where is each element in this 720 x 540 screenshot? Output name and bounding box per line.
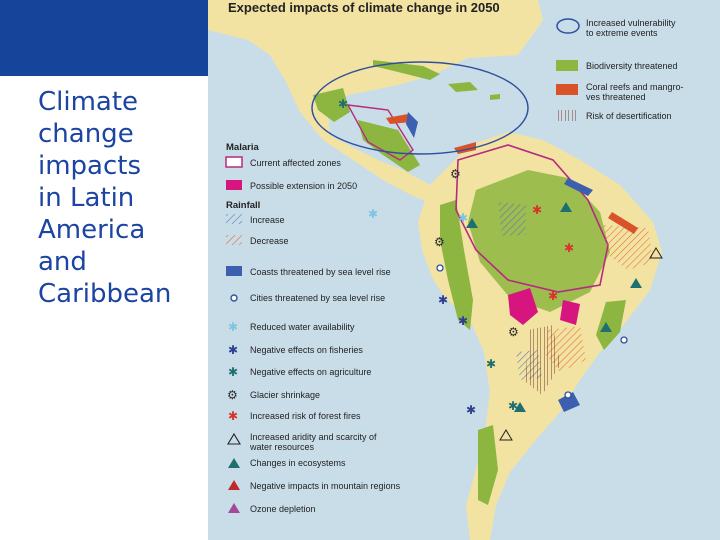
desertification-zone bbox=[526, 325, 560, 395]
coast-threat-zone-3 bbox=[406, 112, 418, 138]
climate-impact-map: ✱ ✱ ✱ ✱ ✱ ✱ ✱ ✱ ✱ ✱ ✱ ⚙ ⚙ ⚙ bbox=[208, 0, 720, 540]
legend-rainfall-increase-label: Increase bbox=[250, 215, 285, 225]
svg-text:⚙: ⚙ bbox=[508, 325, 519, 339]
svg-text:✱: ✱ bbox=[486, 357, 496, 371]
atlantic-forest-zone bbox=[596, 300, 626, 350]
mountain-icon bbox=[228, 480, 240, 490]
svg-text:⚙: ⚙ bbox=[450, 167, 461, 181]
water-availability-markers: ✱ ✱ bbox=[368, 207, 468, 225]
malaria-possible-swatch bbox=[226, 180, 242, 190]
aridity-icon bbox=[227, 432, 241, 445]
ecosystems-icon bbox=[228, 458, 240, 468]
malaria-current-zone-north bbox=[346, 104, 414, 161]
city-markers bbox=[436, 264, 628, 399]
ecosystem-change-markers bbox=[466, 202, 642, 412]
andes-biodiversity-zone bbox=[440, 200, 473, 330]
legend-ozone-label: Ozone depletion bbox=[250, 504, 316, 514]
patagonia-biodiversity-zone bbox=[478, 425, 498, 505]
caribbean-vulnerability-outline bbox=[311, 61, 529, 155]
rainfall-increase-zone bbox=[498, 202, 526, 236]
legend-malaria-possible-label: Possible extension in 2050 bbox=[250, 181, 358, 191]
legend-rainfall-decrease-label: Decrease bbox=[250, 236, 289, 246]
slide-title: Climate change impacts in Latin America … bbox=[38, 87, 172, 309]
puerto-rico-island bbox=[490, 94, 500, 100]
central-america-biodiversity-zone bbox=[358, 120, 420, 172]
legend-desertification-label: Risk of desertification bbox=[586, 111, 672, 121]
forest-fire-markers: ✱ ✱ ✱ bbox=[532, 203, 574, 303]
ozone-icon bbox=[228, 503, 240, 513]
glacier-icon: ⚙ bbox=[227, 388, 238, 402]
fires-icon: ✱ bbox=[228, 409, 238, 423]
svg-text:⚙: ⚙ bbox=[434, 235, 445, 249]
malaria-heading: Malaria bbox=[226, 142, 259, 153]
cuba-island bbox=[373, 60, 440, 80]
biodiversity-swatch bbox=[556, 60, 578, 71]
title-accent-block bbox=[0, 0, 208, 76]
coast-threat-zone-2 bbox=[564, 178, 593, 196]
svg-text:✱: ✱ bbox=[438, 293, 448, 307]
malaria-extension-zone-2 bbox=[560, 300, 580, 325]
legend-water-label: Reduced water availability bbox=[250, 322, 355, 332]
svg-text:✱: ✱ bbox=[368, 207, 378, 221]
map-heading: Expected impacts of climate change in 20… bbox=[228, 0, 500, 15]
legend-biodiversity-label: Biodiversity threatened bbox=[586, 61, 678, 71]
vulnerability-icon bbox=[556, 18, 580, 34]
map-graphic: ✱✱✱ ✱✱✱ ✱✱✱ ✱ ✱ ⚙⚙⚙ bbox=[208, 0, 663, 540]
coral-reef-zone-3 bbox=[608, 212, 638, 234]
legend-coasts-label: Coasts threatened by sea level rise bbox=[250, 267, 391, 277]
legend-fires-label: Increased risk of forest fires bbox=[250, 411, 361, 421]
legend-vulnerability-label: Increased vulnerability to extreme event… bbox=[586, 18, 676, 38]
coral-swatch bbox=[556, 84, 578, 95]
aridity-markers bbox=[499, 247, 663, 441]
svg-text:✱: ✱ bbox=[532, 203, 542, 217]
svg-text:✱: ✱ bbox=[548, 289, 558, 303]
legend-fisheries-label: Negative effects on fisheries bbox=[250, 345, 363, 355]
legend-aridity-label: Increased aridity and scarcity of water … bbox=[250, 432, 377, 452]
legend-ecosystems-label: Changes in ecosystems bbox=[250, 458, 346, 468]
fisheries-markers: ✱ ✱ ✱ bbox=[438, 293, 476, 417]
legend-mountain-label: Negative impacts in mountain regions bbox=[250, 481, 401, 491]
coral-reef-zone bbox=[386, 114, 412, 124]
agriculture-icon: ✱ bbox=[228, 365, 238, 379]
fisheries-icon: ✱ bbox=[228, 343, 238, 357]
svg-text:✱: ✱ bbox=[338, 97, 348, 111]
svg-text:✱: ✱ bbox=[458, 211, 468, 225]
legend-malaria-current-label: Current affected zones bbox=[250, 158, 341, 168]
coasts-swatch bbox=[226, 266, 242, 276]
hispaniola-island bbox=[448, 82, 478, 92]
rainfall-heading: Rainfall bbox=[226, 200, 261, 211]
glacier-markers: ⚙ ⚙ ⚙ bbox=[434, 167, 519, 339]
svg-text:✱: ✱ bbox=[458, 314, 468, 328]
coast-threat-zone bbox=[558, 392, 580, 412]
svg-text:✱: ✱ bbox=[508, 399, 518, 413]
legend-coral-label: Coral reefs and mangro- ves threatened bbox=[586, 82, 684, 102]
svg-text:✱: ✱ bbox=[564, 241, 574, 255]
svg-text:✱: ✱ bbox=[466, 403, 476, 417]
agriculture-markers: ✱✱✱ bbox=[338, 97, 518, 413]
rainfall-increase-swatch bbox=[226, 214, 242, 224]
legend-agriculture-label: Negative effects on agriculture bbox=[250, 367, 372, 377]
malaria-current-swatch bbox=[225, 156, 243, 168]
cities-icon bbox=[230, 294, 238, 302]
legend-glacier-label: Glacier shrinkage bbox=[250, 390, 321, 400]
mexico-biodiversity-zone bbox=[313, 88, 350, 122]
rainfall-decrease-zone bbox=[603, 225, 653, 270]
legend-cities-label: Cities threatened by sea level rise bbox=[250, 293, 386, 303]
malaria-current-zone bbox=[455, 144, 609, 293]
rainfall-decrease-swatch bbox=[226, 235, 242, 245]
malaria-extension-zone bbox=[508, 288, 538, 325]
mexico-landmass bbox=[208, 0, 543, 212]
water-icon: ✱ bbox=[228, 320, 238, 334]
desertification-swatch bbox=[556, 110, 578, 121]
